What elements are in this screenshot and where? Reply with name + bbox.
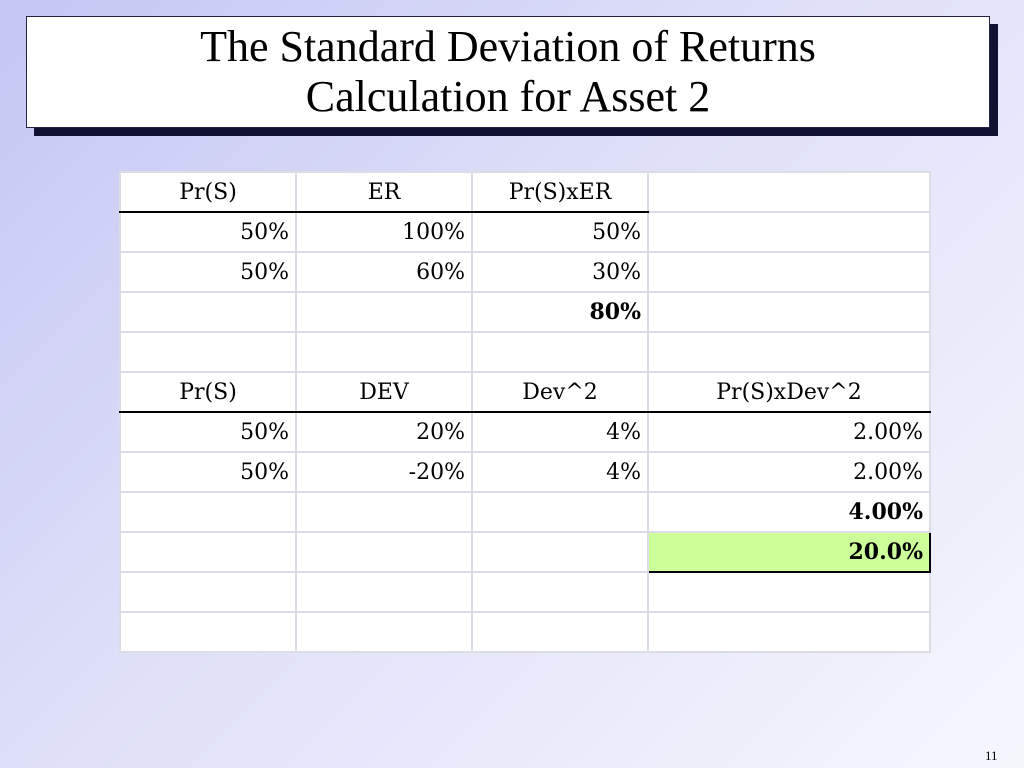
calculation-table: Pr(S) ER Pr(S)xER 50% 100% 50% 50% 60% 3… — [119, 171, 931, 653]
table-cell[interactable] — [647, 331, 931, 373]
table-row — [119, 571, 931, 613]
table-row: Pr(S) DEV Dev^2 Pr(S)xDev^2 — [119, 371, 931, 413]
table-row: 50% -20% 4% 2.00% — [119, 451, 931, 493]
table-cell[interactable] — [647, 611, 931, 653]
table-cell[interactable] — [119, 491, 297, 533]
table-cell[interactable] — [295, 331, 473, 373]
table-cell[interactable]: 60% — [295, 251, 473, 293]
table-cell[interactable] — [471, 531, 649, 573]
table-cell[interactable]: 30% — [471, 251, 649, 293]
header-cell[interactable]: Pr(S)xDev^2 — [647, 371, 931, 413]
table-cell[interactable]: 4% — [471, 411, 649, 453]
table-row: 4.00% — [119, 491, 931, 533]
table-cell[interactable] — [119, 331, 297, 373]
standard-deviation-cell[interactable]: 20.0% — [647, 531, 931, 573]
expected-return-total-cell[interactable]: 80% — [471, 291, 649, 333]
table-cell[interactable] — [471, 611, 649, 653]
table-cell[interactable]: 50% — [119, 211, 297, 253]
table-cell[interactable]: 2.00% — [647, 451, 931, 493]
table-row: 50% 60% 30% — [119, 251, 931, 293]
table-row: 80% — [119, 291, 931, 333]
table-row: 50% 100% 50% — [119, 211, 931, 253]
table-cell[interactable] — [295, 571, 473, 613]
table-cell[interactable] — [647, 291, 931, 333]
title-line-1: The Standard Deviation of Returns — [200, 22, 816, 71]
table-cell[interactable]: 20% — [295, 411, 473, 453]
table-cell[interactable] — [471, 571, 649, 613]
table-cell[interactable] — [119, 291, 297, 333]
table-cell[interactable] — [119, 611, 297, 653]
table-cell[interactable] — [471, 331, 649, 373]
table-row — [119, 611, 931, 653]
table-cell[interactable] — [647, 571, 931, 613]
table-row: 20.0% — [119, 531, 931, 573]
table-cell[interactable] — [295, 611, 473, 653]
table-cell[interactable]: 100% — [295, 211, 473, 253]
slide-title: The Standard Deviation of Returns Calcul… — [26, 16, 990, 128]
table-row: 50% 20% 4% 2.00% — [119, 411, 931, 453]
table-cell[interactable] — [295, 491, 473, 533]
table-row: Pr(S) ER Pr(S)xER — [119, 171, 931, 213]
table-cell[interactable]: 2.00% — [647, 411, 931, 453]
header-cell[interactable]: ER — [295, 171, 473, 213]
table-cell[interactable] — [295, 291, 473, 333]
header-cell[interactable]: Dev^2 — [471, 371, 649, 413]
title-line-2: Calculation for Asset 2 — [305, 72, 711, 121]
variance-total-cell[interactable]: 4.00% — [647, 491, 931, 533]
table-cell[interactable] — [119, 531, 297, 573]
table-cell[interactable] — [647, 211, 931, 253]
table-cell[interactable]: 50% — [119, 451, 297, 493]
table-row — [119, 331, 931, 373]
table-cell[interactable] — [647, 171, 931, 213]
table-cell[interactable]: 4% — [471, 451, 649, 493]
table-cell[interactable]: 50% — [119, 411, 297, 453]
table-cell[interactable]: -20% — [295, 451, 473, 493]
header-cell[interactable]: Pr(S) — [119, 371, 297, 413]
table-cell[interactable]: 50% — [471, 211, 649, 253]
header-cell[interactable]: Pr(S) — [119, 171, 297, 213]
header-cell[interactable]: Pr(S)xER — [471, 171, 649, 213]
table-cell[interactable] — [295, 531, 473, 573]
header-cell[interactable]: DEV — [295, 371, 473, 413]
table-cell[interactable]: 50% — [119, 251, 297, 293]
table-cell[interactable] — [471, 491, 649, 533]
slide-number: 11 — [985, 748, 998, 763]
table-cell[interactable] — [119, 571, 297, 613]
table-cell[interactable] — [647, 251, 931, 293]
